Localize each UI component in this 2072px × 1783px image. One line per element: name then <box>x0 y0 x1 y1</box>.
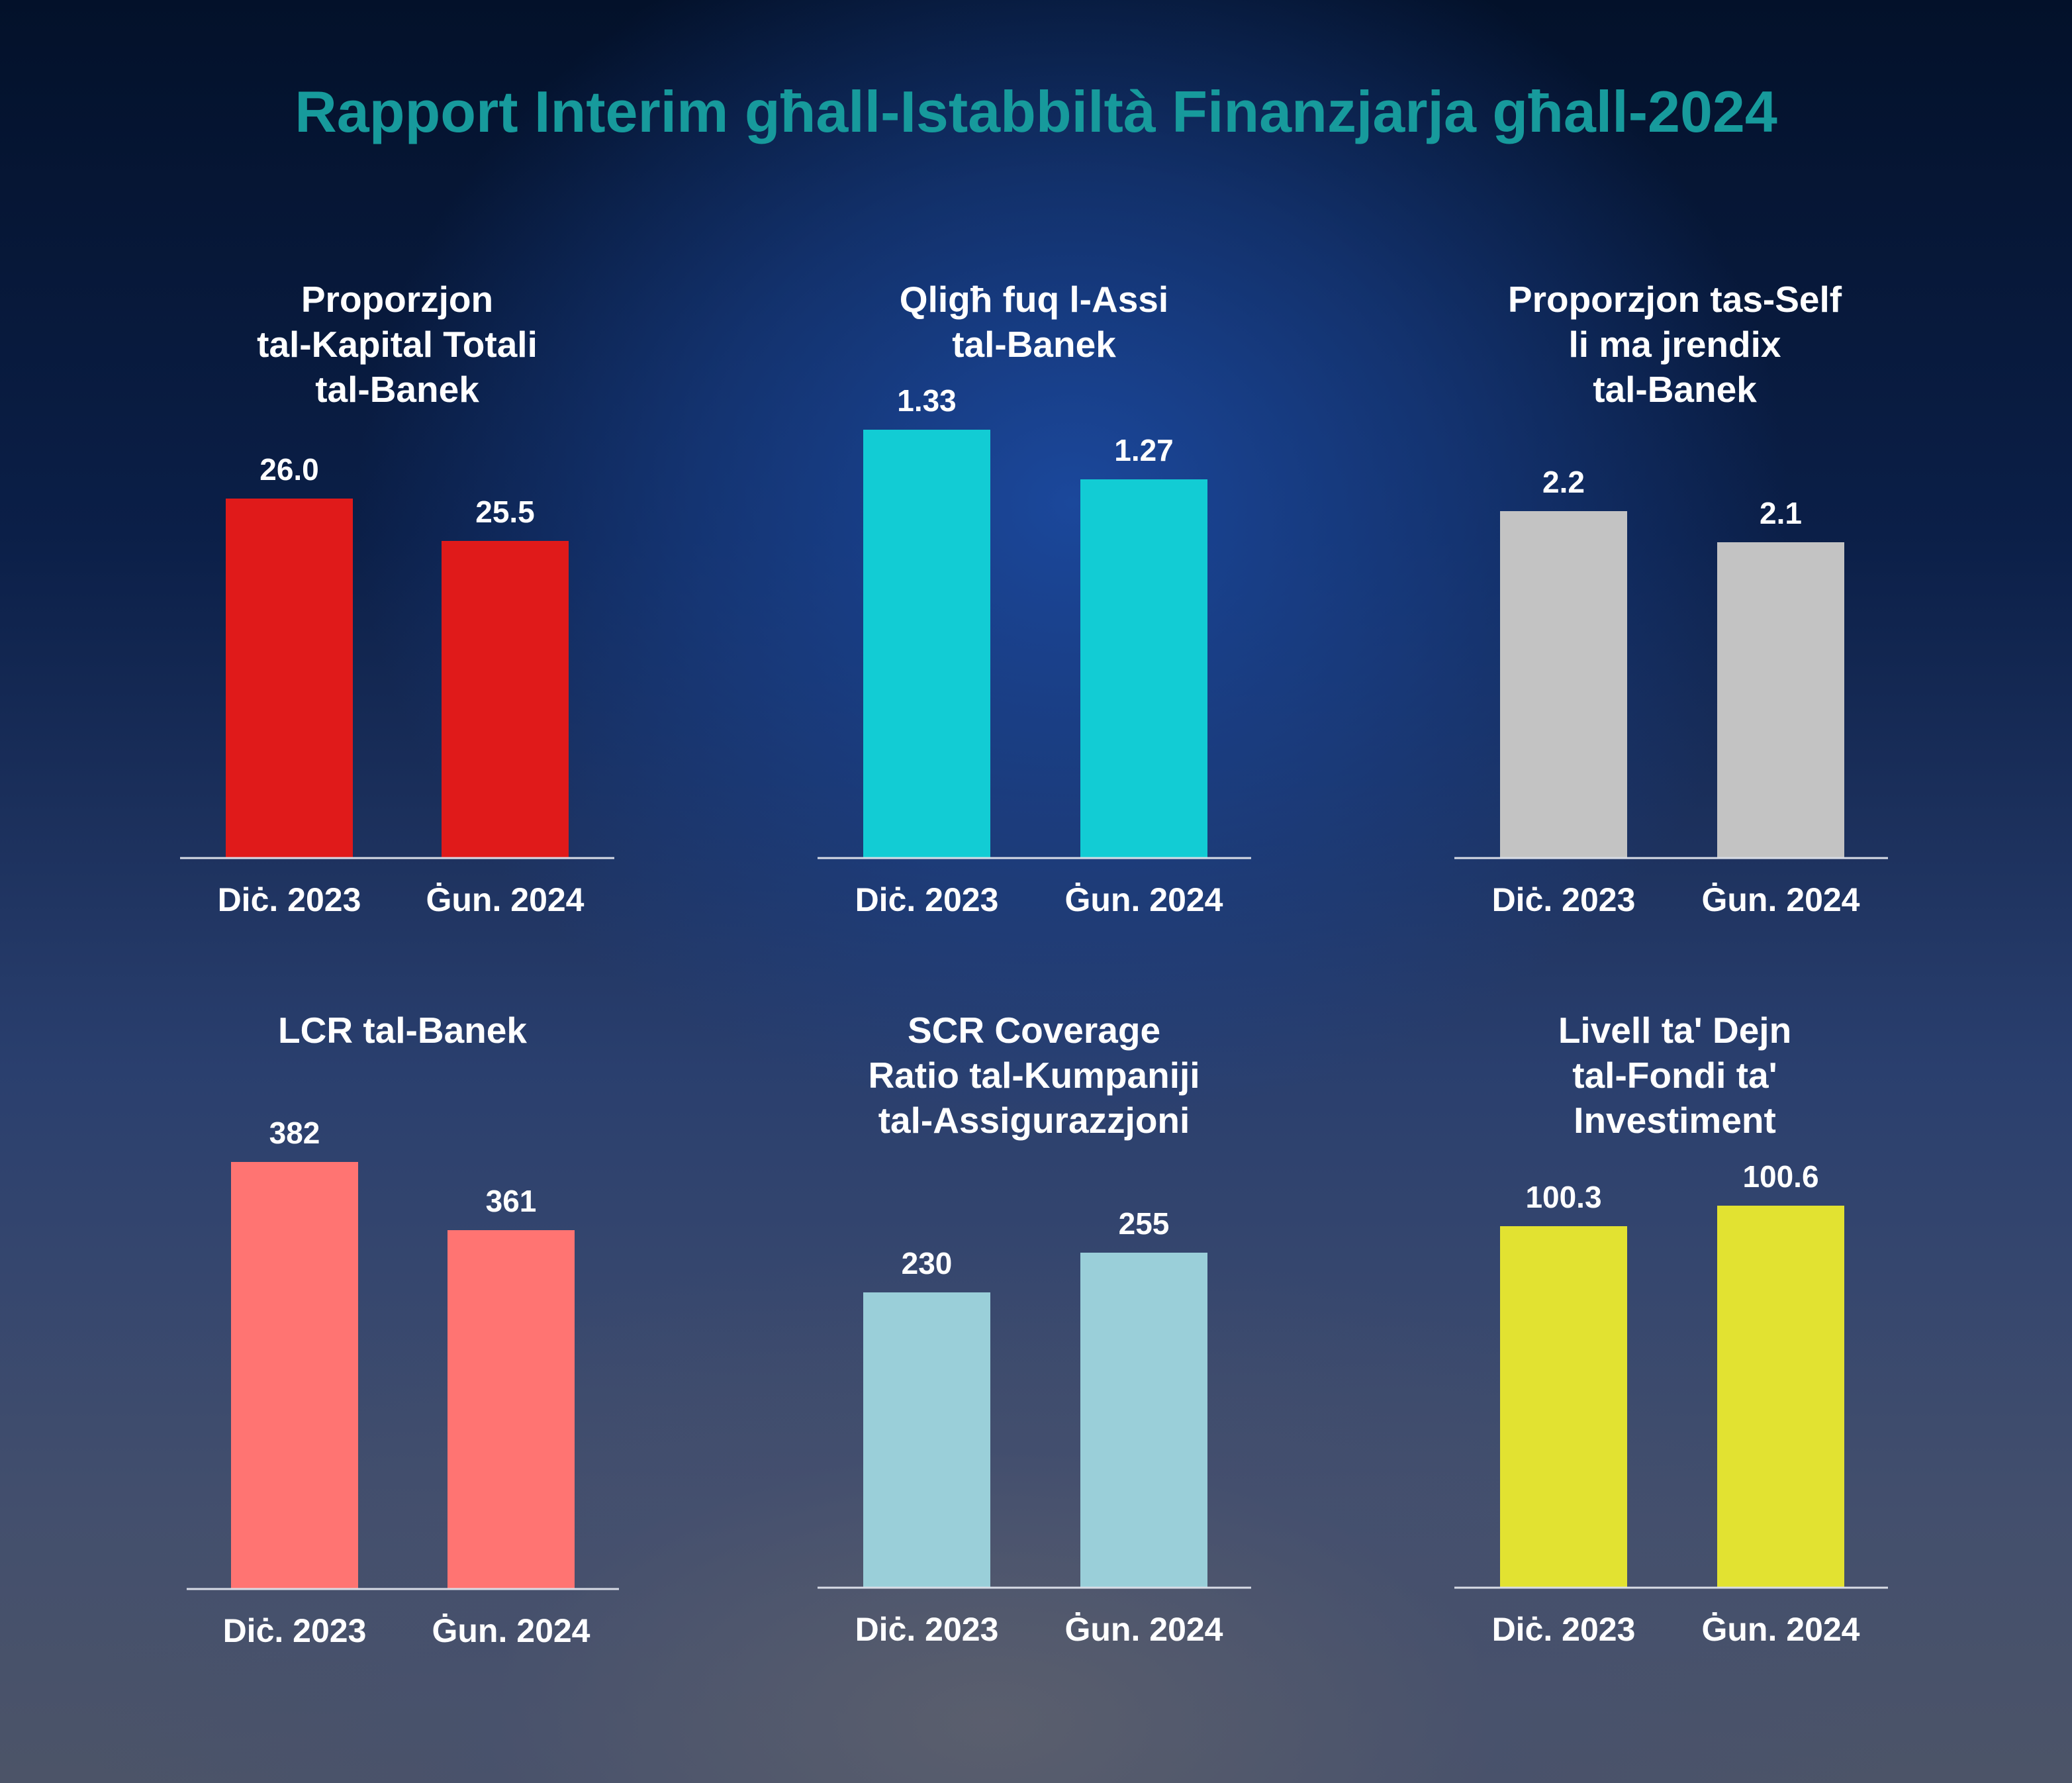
bar-chart: 1.33 Diċ. 2023 1.27 Ġun. 2024 <box>818 383 1251 918</box>
category-label: Diċ. 2023 <box>855 881 999 918</box>
value-label: 100.3 <box>1525 1180 1601 1214</box>
value-label: 2.2 <box>1542 465 1585 499</box>
value-label: 382 <box>269 1116 320 1150</box>
value-label: 1.27 <box>1114 433 1174 467</box>
category-label: Ġun. 2024 <box>1065 881 1223 918</box>
bar <box>226 499 353 858</box>
category-label: Diċ. 2023 <box>1492 881 1636 918</box>
category-label: Diċ. 2023 <box>218 881 361 918</box>
value-label: 25.5 <box>475 495 535 529</box>
bar <box>1500 511 1627 858</box>
category-label: Diċ. 2023 <box>855 1611 999 1648</box>
value-label: 26.0 <box>259 452 319 487</box>
bar <box>231 1162 358 1589</box>
bar <box>1717 542 1844 858</box>
value-label: 230 <box>902 1246 953 1280</box>
bar-chart: 2.2 Diċ. 2023 2.1 Ġun. 2024 <box>1454 465 1888 918</box>
bar <box>1717 1206 1844 1588</box>
category-label: Ġun. 2024 <box>1702 881 1860 918</box>
bar <box>442 541 569 858</box>
category-label: Diċ. 2023 <box>223 1612 367 1649</box>
page-title: Rapport Interim għall-Istabbiltà Finanzj… <box>295 79 1777 144</box>
value-label: 361 <box>486 1184 537 1218</box>
bar-chart: 26.0 Diċ. 2023 25.5 Ġun. 2024 <box>180 452 614 918</box>
category-label: Ġun. 2024 <box>1702 1611 1860 1648</box>
category-label: Ġun. 2024 <box>432 1612 590 1649</box>
bar <box>1080 479 1207 858</box>
category-label: Ġun. 2024 <box>426 881 585 918</box>
bar <box>447 1230 575 1589</box>
value-label: 1.33 <box>897 383 957 418</box>
value-label: 2.1 <box>1760 496 1802 530</box>
value-label: 100.6 <box>1742 1159 1818 1194</box>
value-label: 255 <box>1119 1206 1170 1241</box>
bar <box>1500 1226 1627 1588</box>
bar-chart: 382 Diċ. 2023 361 Ġun. 2024 <box>187 1116 619 1649</box>
bar <box>863 430 990 858</box>
category-label: Diċ. 2023 <box>1492 1611 1636 1648</box>
category-label: Ġun. 2024 <box>1065 1611 1223 1648</box>
bar <box>1080 1253 1207 1588</box>
bar-chart: 100.3 Diċ. 2023 100.6 Ġun. 2024 <box>1454 1159 1888 1648</box>
bar <box>863 1292 990 1588</box>
bar-chart: 230 Diċ. 2023 255 Ġun. 2024 <box>818 1206 1251 1648</box>
